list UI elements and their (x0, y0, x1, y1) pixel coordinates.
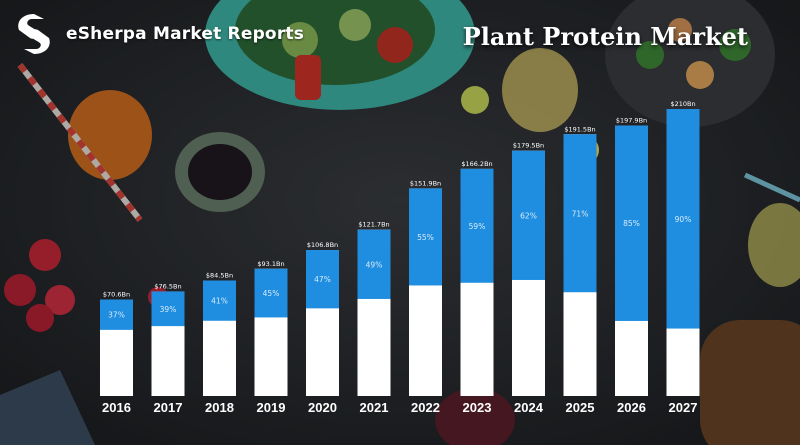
esherpa-logo-icon (18, 14, 50, 54)
bar-value-label: $70.6Bn (103, 291, 130, 299)
x-tick-label: 2025 (566, 400, 595, 415)
bar-top-segment (563, 134, 597, 293)
bar-value-label: $121.7Bn (358, 221, 389, 229)
x-tick-label: 2017 (154, 400, 183, 415)
bar-share-label: 71% (572, 209, 589, 218)
bar-value-label: $197.9Bn (616, 117, 647, 125)
bar-share-label: 62% (520, 211, 537, 220)
bar-top-segment (151, 291, 185, 327)
x-tick-label: 2019 (257, 400, 286, 415)
x-tick-label: 2022 (411, 400, 440, 415)
bar-top-segment (615, 125, 648, 321)
bar-share-label: 59% (469, 222, 486, 231)
bar-top-segment (460, 168, 494, 283)
bar-top-segment (666, 109, 700, 329)
bar-top-segment (254, 268, 288, 318)
bar-share-label: 39% (160, 305, 177, 314)
bar-share-label: 41% (211, 297, 228, 306)
bar-top-segment (306, 250, 339, 309)
x-tick-label: 2021 (360, 400, 389, 415)
bar-share-label: 49% (366, 260, 383, 269)
bar-value-label: $106.8Bn (307, 241, 338, 249)
x-tick-label: 2020 (308, 400, 337, 415)
bar-top-segment (203, 280, 236, 321)
brand-logo: eSherpa Market Reports (10, 10, 304, 58)
jam-bowl-decoration (435, 388, 515, 445)
bar-value-label: $151.9Bn (410, 179, 441, 187)
bar-value-label: $166.2Bn (461, 160, 492, 168)
bar-share-label: 90% (675, 215, 692, 224)
bar-value-label: $76.5Bn (154, 282, 181, 290)
bar-top-segment (409, 188, 442, 286)
brand-name: eSherpa Market Reports (66, 24, 305, 44)
x-tick-label: 2026 (617, 400, 646, 415)
napkin-decoration (0, 370, 95, 445)
bar-share-label: 37% (108, 311, 125, 320)
x-tick-label: 2023 (463, 400, 492, 415)
bar-share-label: 85% (623, 219, 640, 228)
bar-share-label: 45% (263, 289, 280, 298)
chart-title: Plant Protein Market (462, 22, 748, 51)
x-tick-label: 2016 (102, 400, 131, 415)
bar-top-segment (100, 299, 133, 330)
bar-value-label: $179.5Bn (513, 142, 544, 150)
bar-share-label: 55% (417, 233, 434, 242)
radish-decoration (29, 239, 61, 271)
drink-glass-decoration (748, 203, 800, 287)
oil-jar-decoration (502, 48, 578, 132)
bar-top-segment (512, 150, 545, 280)
cutting-board-decoration (700, 320, 800, 445)
bar-share-label: 47% (314, 275, 331, 284)
bar-value-label: $191.5Bn (564, 125, 595, 133)
x-tick-label: 2018 (205, 400, 234, 415)
bar-top-segment (357, 229, 391, 299)
x-tick-label: 2024 (514, 400, 544, 415)
bar-value-label: $93.1Bn (257, 260, 284, 268)
bar-value-label: $210Bn (670, 100, 695, 108)
x-tick-label: 2027 (669, 400, 698, 415)
bar-value-label: $84.5Bn (206, 272, 233, 280)
